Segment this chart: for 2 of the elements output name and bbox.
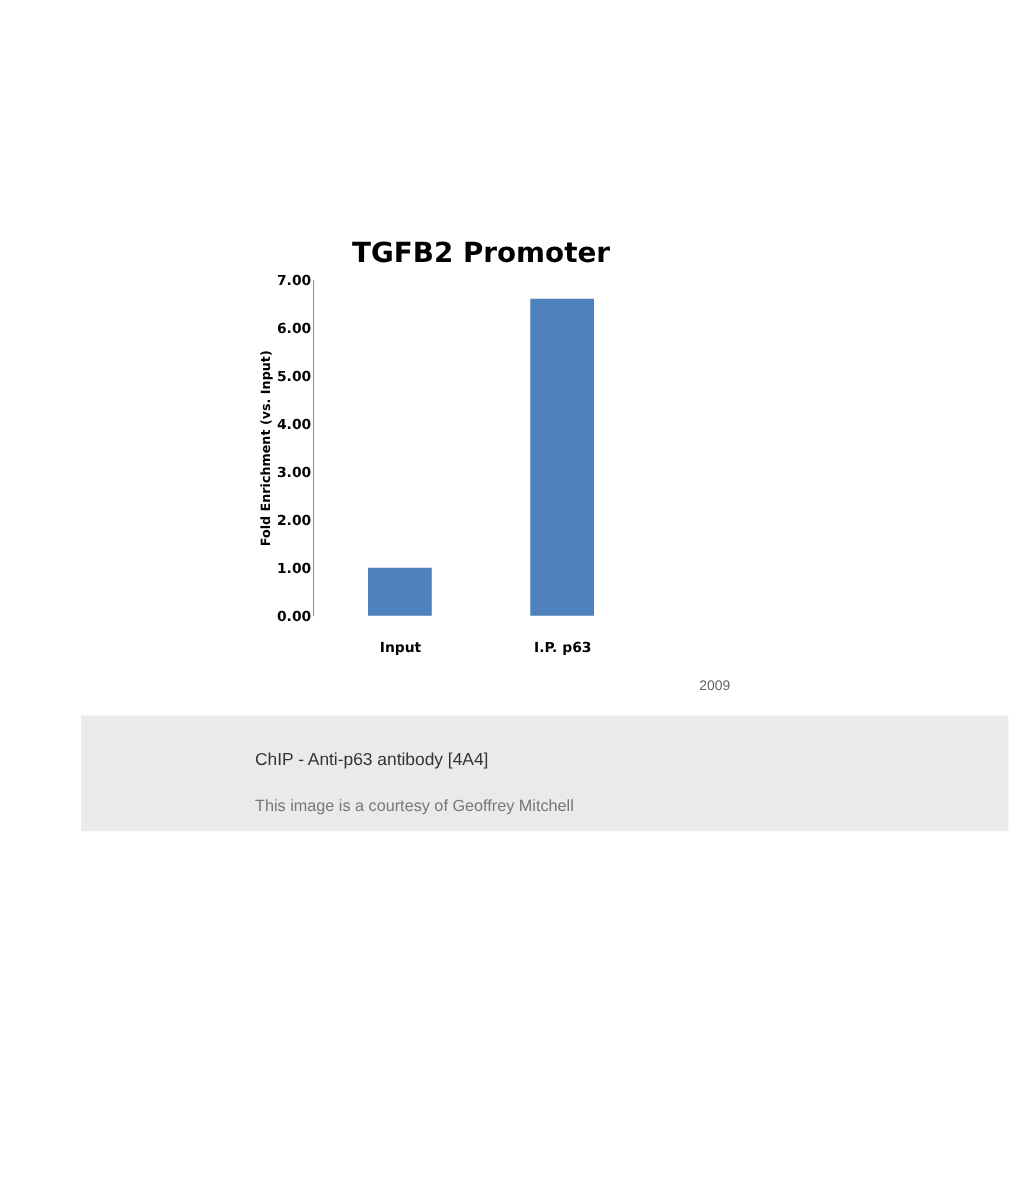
chart-title: TGFB2 Promoter bbox=[352, 238, 611, 271]
text: ChIP - Anti-p63 antibody [4A4] bbox=[255, 749, 489, 770]
